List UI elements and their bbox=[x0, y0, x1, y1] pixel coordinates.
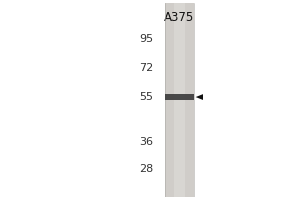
Polygon shape bbox=[196, 94, 203, 100]
Bar bbox=[174, 3, 184, 197]
Text: 36: 36 bbox=[139, 137, 153, 147]
Text: 28: 28 bbox=[139, 164, 153, 174]
Bar bbox=[165, 94, 194, 100]
Text: 95: 95 bbox=[139, 34, 153, 44]
Bar bbox=[165, 3, 194, 197]
Text: 72: 72 bbox=[139, 63, 153, 73]
Text: A375: A375 bbox=[164, 11, 195, 24]
Text: 55: 55 bbox=[139, 92, 153, 102]
